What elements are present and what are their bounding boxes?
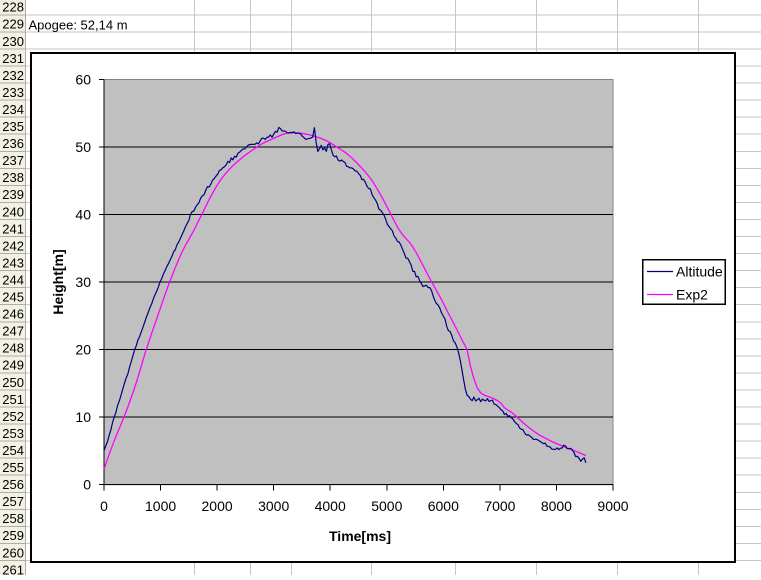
svg-text:249: 249 — [2, 358, 24, 373]
svg-text:50: 50 — [75, 139, 91, 155]
svg-text:241: 241 — [2, 221, 24, 236]
svg-text:60: 60 — [75, 72, 91, 88]
svg-text:1000: 1000 — [145, 498, 176, 514]
svg-text:228: 228 — [2, 0, 24, 15]
svg-text:230: 230 — [2, 34, 24, 49]
svg-text:237: 237 — [2, 153, 24, 168]
svg-text:232: 232 — [2, 68, 24, 83]
svg-text:250: 250 — [2, 375, 24, 390]
svg-text:8000: 8000 — [541, 498, 572, 514]
svg-text:247: 247 — [2, 324, 24, 339]
svg-text:246: 246 — [2, 307, 24, 322]
svg-text:9000: 9000 — [597, 498, 628, 514]
svg-text:7000: 7000 — [484, 498, 515, 514]
svg-text:253: 253 — [2, 426, 24, 441]
svg-text:Height[m]: Height[m] — [50, 249, 66, 314]
svg-text:244: 244 — [2, 272, 24, 287]
svg-text:254: 254 — [2, 443, 24, 458]
svg-text:252: 252 — [2, 409, 24, 424]
svg-text:231: 231 — [2, 51, 24, 66]
svg-text:259: 259 — [2, 528, 24, 543]
svg-text:Exp2: Exp2 — [676, 287, 708, 303]
svg-text:3000: 3000 — [258, 498, 289, 514]
svg-text:240: 240 — [2, 204, 24, 219]
svg-text:248: 248 — [2, 341, 24, 356]
svg-text:234: 234 — [2, 102, 24, 117]
svg-text:Apogee: 52,14 m: Apogee: 52,14 m — [29, 18, 128, 33]
svg-text:233: 233 — [2, 85, 24, 100]
svg-text:2000: 2000 — [202, 498, 233, 514]
svg-text:5000: 5000 — [371, 498, 402, 514]
svg-text:Altitude: Altitude — [676, 264, 723, 280]
svg-text:261: 261 — [2, 562, 24, 575]
svg-text:239: 239 — [2, 187, 24, 202]
svg-text:255: 255 — [2, 460, 24, 475]
svg-text:236: 236 — [2, 136, 24, 151]
svg-text:243: 243 — [2, 255, 24, 270]
svg-text:Time[ms]: Time[ms] — [329, 528, 391, 544]
svg-text:30: 30 — [75, 274, 91, 290]
svg-text:229: 229 — [2, 17, 24, 32]
svg-text:0: 0 — [100, 498, 108, 514]
svg-text:235: 235 — [2, 119, 24, 134]
svg-text:242: 242 — [2, 238, 24, 253]
svg-text:251: 251 — [2, 392, 24, 407]
svg-text:4000: 4000 — [315, 498, 346, 514]
svg-text:6000: 6000 — [428, 498, 459, 514]
svg-text:256: 256 — [2, 477, 24, 492]
svg-text:0: 0 — [83, 477, 91, 493]
svg-text:245: 245 — [2, 290, 24, 305]
svg-text:260: 260 — [2, 545, 24, 560]
svg-text:40: 40 — [75, 207, 91, 223]
svg-text:10: 10 — [75, 409, 91, 425]
svg-text:257: 257 — [2, 494, 24, 509]
svg-text:238: 238 — [2, 170, 24, 185]
svg-text:20: 20 — [75, 342, 91, 358]
svg-text:258: 258 — [2, 511, 24, 526]
